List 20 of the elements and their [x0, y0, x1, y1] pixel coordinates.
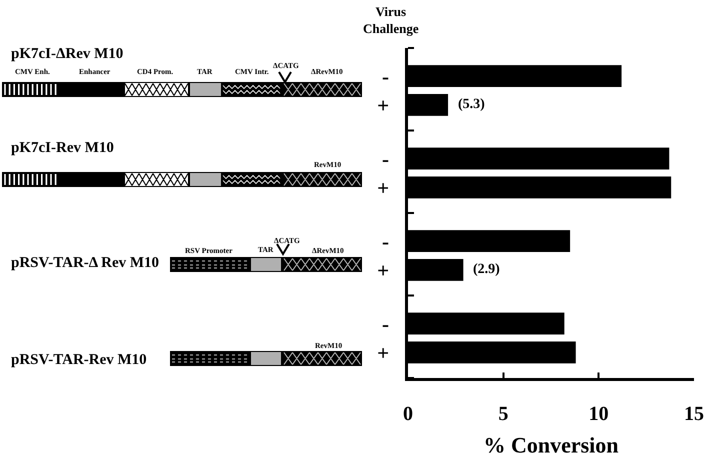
annotation: (5.3)	[458, 97, 486, 112]
y-tick-label: -	[382, 229, 390, 254]
y-axis-title: Virus Challenge	[363, 4, 419, 36]
text: pK7cI-ΔRev M10	[11, 46, 124, 62]
y-tick-label: -	[382, 146, 390, 171]
y-tick-label: -	[382, 64, 390, 88]
y-tick-label: -	[382, 312, 390, 336]
x-tick-label: 15	[684, 402, 704, 425]
x-tick-label: 0	[403, 402, 413, 425]
y-tick-label: +	[377, 176, 390, 200]
y-tick-label: +	[377, 258, 390, 282]
x-tick-label: 10	[588, 402, 609, 425]
annotation: (2.9)	[473, 262, 500, 277]
y-tick-label: +	[377, 340, 390, 365]
x-tick-label: 5	[498, 402, 508, 425]
y-tick-label: +	[377, 93, 390, 118]
x-axis-title: % Conversion	[483, 432, 619, 458]
text: pRSV-TAR-Rev M10	[11, 352, 147, 368]
text: pK7cI-Rev M10	[11, 140, 114, 156]
text: pRSV-TAR-Δ Rev M10	[11, 255, 160, 271]
